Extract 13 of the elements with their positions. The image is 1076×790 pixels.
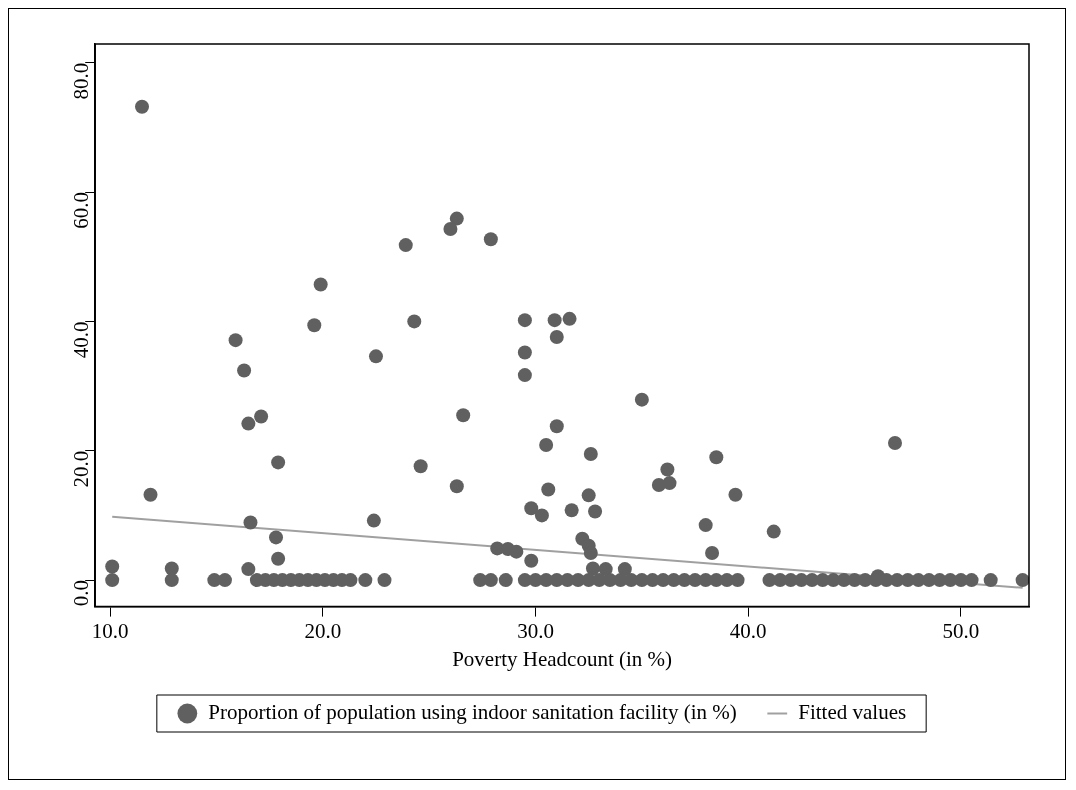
y-tick-label: 80.0: [68, 62, 93, 100]
legend-label: Fitted values: [798, 700, 907, 725]
x-tick-label: 40.0: [729, 618, 767, 643]
y-tick-label: 60.0: [68, 192, 93, 229]
x-axis-title: Poverty Headcount (in %): [452, 646, 673, 671]
x-tick-label: 10.0: [91, 618, 129, 643]
x-tick-label: 20.0: [304, 618, 342, 643]
y-tick-label: 40.0: [68, 321, 93, 359]
y-tick-label: 20.0: [68, 450, 93, 488]
y-tick-label: 0.0: [68, 580, 93, 607]
legend-label: Proportion of population using indoor sanitation facility (in %): [208, 700, 737, 725]
x-tick-label: 50.0: [942, 618, 980, 643]
x-tick-label: 30.0: [517, 618, 554, 643]
